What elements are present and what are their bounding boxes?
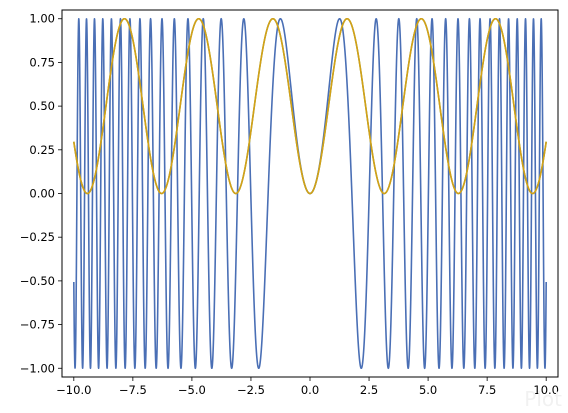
series-group — [73, 17, 547, 370]
watermark: Plot — [524, 387, 562, 411]
y-tick-label: 0.75 — [29, 55, 55, 69]
x-tick-label: 5.0 — [419, 383, 437, 397]
y-tick-label: 0.25 — [29, 143, 55, 157]
y-tick-label: 0.00 — [29, 187, 55, 201]
x-tick-label: −10.0 — [56, 383, 91, 397]
x-tick-label: −5.0 — [178, 383, 206, 397]
y-axis: −1.00 −0.75 −0.50 −0.25 0.00 0.25 0.50 0.75 1.00 — [20, 12, 62, 375]
x-tick-label: 2.5 — [360, 383, 378, 397]
x-tick-label: 10.0 — [533, 383, 559, 397]
y-tick-label: 0.50 — [29, 99, 55, 113]
y-tick-label: −1.00 — [20, 361, 55, 375]
x-tick-label: −7.5 — [119, 383, 147, 397]
x-axis: −10.0 −7.5 −5.0 −2.5 0.0 2.5 5.0 7.5 10.0 — [56, 377, 559, 397]
x-tick-label: −2.5 — [237, 383, 265, 397]
x-tick-label: 7.5 — [478, 383, 496, 397]
series-line-3 — [73, 17, 547, 195]
y-tick-label: −0.25 — [20, 230, 55, 244]
x-tick-label: 0.0 — [301, 383, 319, 397]
y-tick-label: −0.50 — [20, 274, 55, 288]
y-tick-label: −0.75 — [20, 318, 55, 332]
y-tick-label: 1.00 — [29, 12, 55, 26]
